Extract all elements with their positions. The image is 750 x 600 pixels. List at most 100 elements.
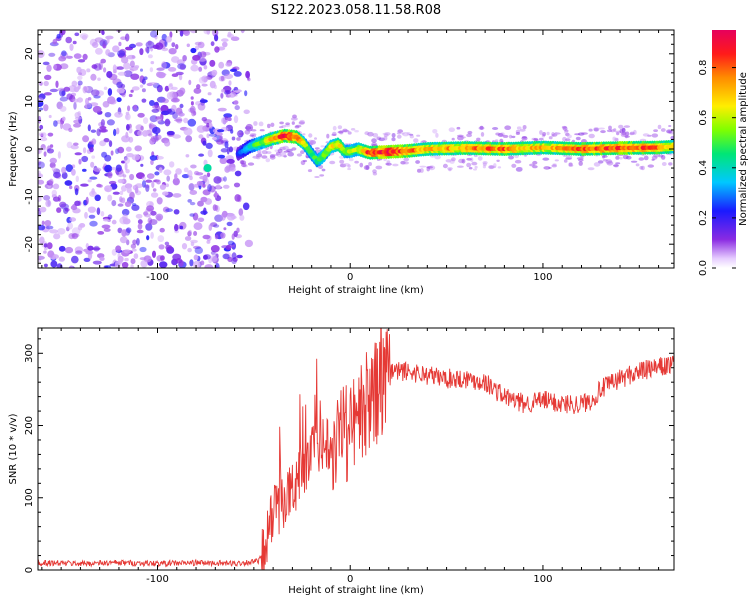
halo-blob — [509, 134, 513, 139]
halo-blob — [600, 130, 606, 134]
noise-blob — [159, 227, 165, 233]
noise-blob — [206, 172, 211, 178]
halo-blob — [508, 155, 514, 160]
colorbar-tick-label: 0.2 — [698, 210, 709, 226]
halo-blob — [250, 129, 257, 132]
noise-blob — [162, 191, 169, 196]
noise-blob — [179, 64, 186, 70]
noise-blob — [123, 156, 128, 161]
noise-blob — [91, 155, 96, 159]
halo-blob — [259, 129, 265, 132]
noise-blob — [175, 258, 183, 264]
noise-blob — [107, 88, 113, 96]
halo-blob — [641, 165, 645, 171]
halo-blob — [460, 136, 466, 139]
noise-blob — [201, 83, 208, 87]
noise-blob — [198, 66, 203, 72]
noise-blob — [220, 92, 224, 98]
noise-blob — [92, 260, 102, 265]
noise-blob — [112, 64, 117, 73]
noise-blob — [97, 231, 105, 235]
halo-blob — [303, 159, 307, 163]
noise-blob — [189, 259, 194, 267]
colorbar-label: Normalized spectral amplitude — [738, 72, 749, 226]
noise-blob — [193, 87, 202, 94]
noise-blob — [244, 90, 248, 97]
halo-blob — [474, 165, 478, 169]
noise-blob — [182, 55, 187, 62]
noise-blob — [159, 261, 168, 268]
halo-blob — [466, 133, 472, 138]
noise-blob — [38, 179, 45, 185]
noise-blob — [116, 97, 122, 103]
noise-blob — [90, 73, 97, 81]
noise-blob — [189, 30, 198, 34]
noise-blob — [119, 236, 128, 244]
noise-blob — [205, 142, 213, 149]
noise-blob — [39, 236, 45, 245]
noise-blob — [179, 103, 184, 109]
halo-blob — [347, 131, 352, 135]
halo-blob — [342, 129, 350, 133]
y-tick-label: 0 — [24, 567, 35, 573]
halo-blob — [565, 138, 571, 142]
noise-blob — [42, 61, 50, 66]
noise-blob — [125, 113, 131, 121]
halo-blob — [660, 128, 666, 132]
halo-blob — [521, 136, 528, 141]
noise-blob — [148, 133, 153, 137]
noise-blob — [44, 220, 52, 227]
noise-blob — [221, 88, 226, 93]
noise-blob — [213, 176, 222, 184]
noise-blob — [92, 41, 99, 49]
noise-blob — [65, 164, 74, 173]
noise-blob — [38, 196, 42, 202]
noise-blob — [206, 133, 210, 138]
noise-blob — [38, 107, 44, 111]
noise-blob — [226, 158, 235, 164]
spectrogram-ridge — [203, 128, 674, 172]
noise-blob — [133, 104, 138, 111]
noise-blob — [43, 92, 52, 96]
noise-blob — [94, 37, 104, 43]
halo-blob — [471, 161, 478, 166]
noise-blob — [137, 219, 143, 225]
halo-blob — [269, 155, 276, 160]
noise-blob — [214, 34, 219, 42]
snr-series-line — [38, 328, 674, 570]
noise-blob — [121, 229, 127, 237]
noise-blob — [234, 194, 241, 202]
halo-blob — [391, 137, 396, 142]
halo-blob — [343, 163, 350, 167]
noise-blob — [77, 80, 83, 86]
halo-blob — [538, 137, 544, 141]
halo-blob — [554, 159, 559, 162]
noise-blob — [68, 127, 73, 133]
noise-blob — [226, 146, 230, 155]
noise-blob — [188, 183, 195, 191]
noise-blob — [59, 96, 68, 102]
noise-blob — [122, 218, 131, 225]
noise-blob — [51, 166, 57, 172]
noise-blob — [215, 184, 221, 190]
noise-blob — [125, 33, 130, 42]
noise-blob — [189, 201, 196, 206]
noise-blob — [150, 210, 157, 216]
halo-blob — [367, 131, 374, 137]
noise-blob — [107, 194, 113, 202]
noise-blob — [45, 225, 54, 230]
ridge-cell — [305, 146, 311, 151]
noise-blob — [224, 116, 228, 120]
halo-blob — [562, 136, 567, 142]
noise-blob — [162, 98, 169, 104]
halo-blob — [383, 135, 388, 141]
halo-blob — [426, 166, 430, 172]
noise-blob — [194, 170, 200, 176]
noise-blob — [154, 34, 158, 40]
noise-blob — [52, 183, 60, 190]
halo-blob — [653, 129, 658, 133]
noise-blob — [143, 211, 149, 216]
noise-blob — [165, 183, 170, 188]
noise-blob — [126, 124, 130, 131]
noise-blob — [111, 200, 117, 207]
